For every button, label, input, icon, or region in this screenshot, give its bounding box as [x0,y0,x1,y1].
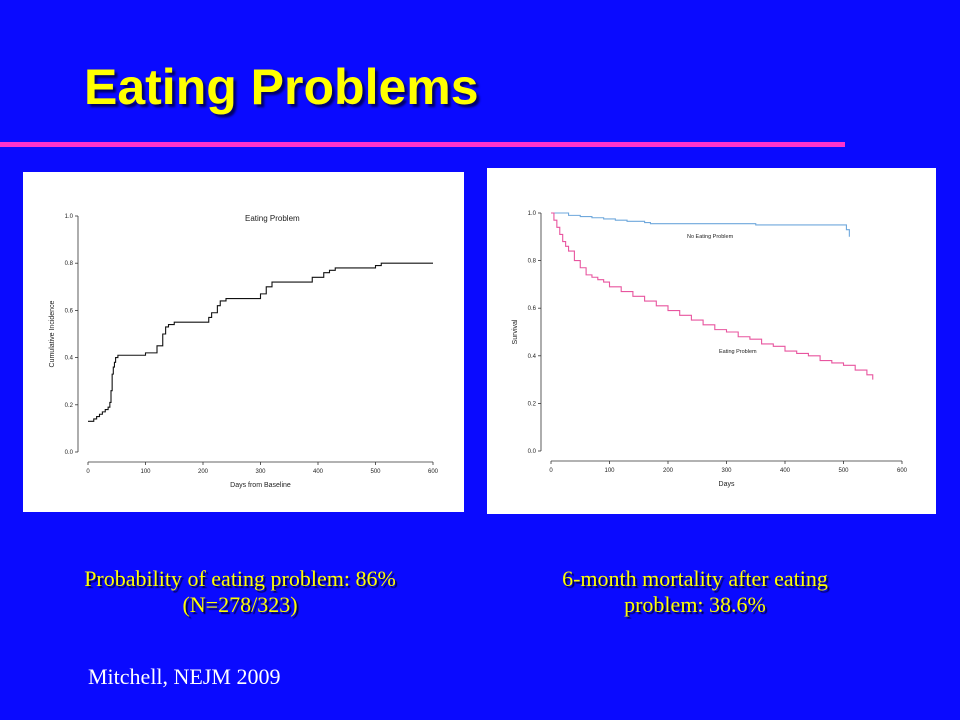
x-tick-label: 0 [549,468,553,474]
title-divider [0,142,845,147]
y-tick-label: 0.4 [528,354,537,360]
x-tick-label: 100 [604,468,615,474]
x-axis-label: Days from Baseline [230,482,291,489]
x-tick-label: 500 [370,469,381,475]
x-axis-label: Days [719,481,735,488]
caption-left: Probability of eating problem: 86% (N=27… [20,566,460,618]
plot-area: 0.0 0.2 0.4 0.6 0.8 1.0 0 100 200 300 400 500 600 Day… [512,211,908,488]
slide-title: Eating Problems [84,59,479,115]
y-tick-label: 0.0 [65,450,74,456]
caption-left-line1: Probability of eating problem: 86% [84,566,396,591]
y-axis-label: Survival [512,319,519,344]
x-tick-label: 100 [140,469,151,475]
x-tick-label: 500 [838,468,849,474]
y-tick-label: 0.2 [528,401,537,407]
series-line-0-0 [88,262,433,422]
cumulative-incidence-chart: 0.0 0.2 0.4 0.6 0.8 1.0 0 100 200 300 400 500 600 Day… [49,214,439,489]
y-tick-label: 0.0 [528,449,537,455]
x-tick-label: 600 [897,468,908,474]
series-label: No Eating Problem [687,234,734,240]
y-tick-label: 0.4 [65,356,74,362]
y-axis-label: Cumulative Incidence [49,300,56,367]
y-tick-label: 0.6 [528,306,537,312]
x-tick-label: 0 [86,469,90,475]
y-tick-label: 0.8 [65,261,74,267]
chart-title: Eating Problem [245,214,300,223]
y-tick-label: 1.0 [65,214,74,220]
chart-panel-cumulative-incidence: 0.0 0.2 0.4 0.6 0.8 1.0 0 100 200 300 400 500 600 Day… [23,172,464,512]
survival-chart: 0.0 0.2 0.4 0.6 0.8 1.0 0 100 200 300 400 500 600 Day… [512,211,908,488]
y-tick-label: 0.8 [528,259,537,265]
y-tick-label: 1.0 [528,211,537,217]
x-tick-label: 600 [428,469,439,475]
caption-left-line2: (N=278/323) [182,592,298,617]
y-tick-label: 0.6 [65,308,74,314]
chart-panel-survival: 0.0 0.2 0.4 0.6 0.8 1.0 0 100 200 300 400 500 600 Day… [487,168,936,514]
x-tick-label: 400 [313,469,324,475]
plot-area: 0.0 0.2 0.4 0.6 0.8 1.0 0 100 200 300 400 500 600 Day… [49,214,439,489]
y-tick-label: 0.2 [65,403,74,409]
x-tick-label: 400 [780,468,791,474]
caption-right-line1: 6-month mortality after eating [562,566,828,591]
caption-right: 6-month mortality after eating problem: … [470,566,920,618]
x-tick-label: 300 [721,468,732,474]
caption-right-line2: problem: 38.6% [624,592,766,617]
x-tick-label: 300 [255,469,266,475]
x-tick-label: 200 [663,468,674,474]
x-tick-label: 200 [198,469,209,475]
series-line-1-1 [551,212,874,380]
series-label: Eating Problem [719,349,757,355]
series-line-1-0 [551,212,850,237]
citation: Mitchell, NEJM 2009 [88,664,281,689]
